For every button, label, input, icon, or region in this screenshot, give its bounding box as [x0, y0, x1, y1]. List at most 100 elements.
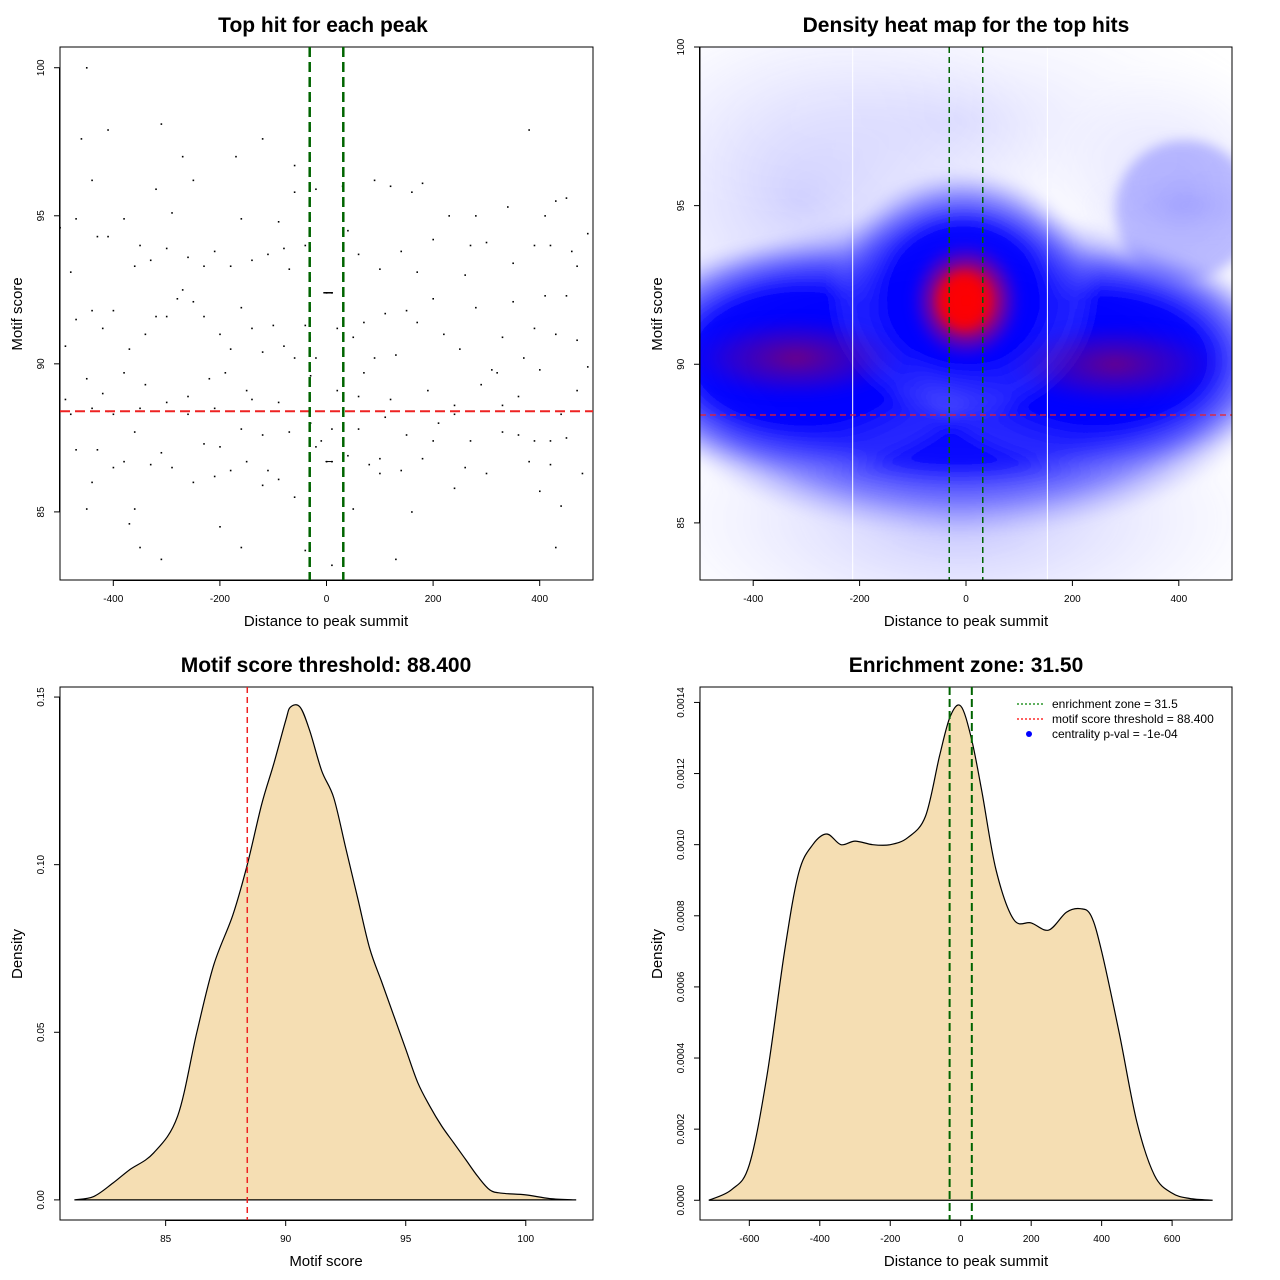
scatter-point	[75, 318, 77, 321]
y-tick-label: 90	[36, 358, 47, 370]
y-tick-label: 0.0002	[676, 1113, 687, 1144]
scatter-y-label: Motif score	[9, 277, 26, 350]
scatter-point	[283, 247, 285, 250]
scatter-x-axis: -400 -200 0 200 400	[103, 580, 548, 605]
scatter-point	[261, 484, 264, 487]
x-tick-label: 400	[1093, 1234, 1110, 1245]
enrichment-density-y-axis: 0.0000 0.0002 0.0004 0.0006 0.0008 0.0010 0.00…	[676, 687, 700, 1216]
scatter-point	[475, 306, 477, 309]
scatter-point	[149, 259, 152, 262]
scatter-point	[160, 558, 163, 561]
scatter-point	[485, 472, 488, 475]
y-tick-label: 100	[36, 59, 47, 76]
density-core	[941, 274, 986, 327]
scatter-point	[69, 271, 72, 273]
scatter-point	[544, 215, 546, 217]
scatter-point	[363, 321, 365, 324]
scatter-point	[133, 431, 136, 433]
scatter-point	[421, 457, 424, 460]
scatter-point	[60, 226, 61, 229]
enrichment-density-y-label: Density	[649, 928, 666, 979]
scatter-point	[123, 460, 125, 463]
score-density-y-label: Density	[9, 928, 26, 979]
scatter-point	[352, 336, 355, 339]
scatter-point	[304, 549, 307, 552]
scatter-point	[96, 235, 99, 238]
scatter-point	[469, 440, 472, 442]
scatter-point	[288, 268, 291, 270]
scatter-point	[283, 345, 285, 347]
scatter-point	[181, 289, 184, 291]
scatter-point	[203, 265, 205, 268]
scatter-point	[517, 434, 520, 436]
legend-enrichment-label: enrichment zone = 31.5	[1052, 697, 1178, 711]
scatter-point	[85, 67, 88, 69]
scatter-point	[459, 348, 461, 350]
y-tick-label: 0.0010	[676, 829, 687, 860]
scatter-point	[528, 460, 530, 463]
scatter-point	[240, 428, 243, 430]
scatter-point	[245, 389, 248, 392]
x-tick-label: 600	[1164, 1234, 1181, 1245]
scatter-point	[576, 339, 578, 342]
scatter-point	[187, 256, 189, 259]
scatter-point	[293, 191, 296, 193]
scatter-point	[69, 413, 72, 416]
scatter-point	[123, 218, 125, 220]
scatter-point	[560, 505, 562, 507]
scatter-point	[554, 546, 557, 549]
scatter-point	[373, 357, 376, 359]
scatter-point	[512, 300, 514, 303]
scatter-point	[293, 496, 296, 498]
scatter-point	[293, 357, 296, 359]
x-tick-label: -200	[880, 1234, 900, 1245]
scatter-point	[421, 182, 424, 185]
scatter-point	[389, 398, 392, 401]
scatter-point	[395, 558, 397, 561]
x-tick-label: -400	[103, 594, 123, 605]
scatter-point	[501, 404, 504, 407]
scatter-point	[565, 295, 568, 297]
score-density-y-axis: 0.00 0.05 0.10 0.15	[36, 687, 60, 1210]
scatter-point	[586, 366, 589, 368]
density-peak-3	[1079, 164, 1232, 247]
y-tick-label: 0.15	[36, 687, 47, 707]
scatter-point	[570, 250, 573, 253]
score-density-area	[74, 704, 577, 1201]
scatter-point	[187, 395, 189, 398]
x-tick-label: 95	[400, 1234, 412, 1245]
scatter-title: Top hit for each peak	[218, 14, 428, 37]
scatter-point	[432, 297, 434, 300]
scatter-point	[64, 398, 67, 401]
y-tick-label: 0.10	[36, 854, 47, 874]
y-tick-label: 0.0006	[676, 971, 687, 1002]
scatter-point	[219, 333, 221, 336]
scatter-point	[368, 463, 371, 466]
scatter-point	[501, 336, 504, 339]
heatmap-x-label: Distance to peak summit	[884, 613, 1049, 630]
score-density-title: Motif score threshold: 88.400	[181, 654, 472, 677]
scatter-point	[176, 297, 179, 300]
scatter-point	[315, 446, 317, 448]
scatter-point	[427, 389, 429, 392]
legend: enrichment zone = 31.5 motif score thres…	[1017, 697, 1214, 741]
scatter-point	[107, 129, 109, 131]
scatter-point	[85, 377, 88, 380]
scatter-point	[288, 431, 291, 433]
scatter-point	[448, 215, 450, 217]
scatter-point	[91, 481, 93, 484]
scatter-point	[389, 185, 392, 188]
scatter-point	[379, 472, 381, 475]
scatter-point	[251, 327, 253, 330]
scatter-point	[133, 265, 136, 268]
y-tick-label: 95	[676, 200, 687, 212]
scatter-point	[149, 463, 152, 466]
x-tick-label: 0	[958, 1234, 964, 1245]
scatter-point	[75, 449, 77, 451]
y-tick-label: 100	[676, 38, 687, 55]
scatter-point	[432, 238, 434, 241]
scatter-point	[277, 221, 280, 223]
scatter-point	[112, 413, 115, 416]
scatter-point	[480, 383, 482, 386]
scatter-point	[533, 327, 536, 330]
